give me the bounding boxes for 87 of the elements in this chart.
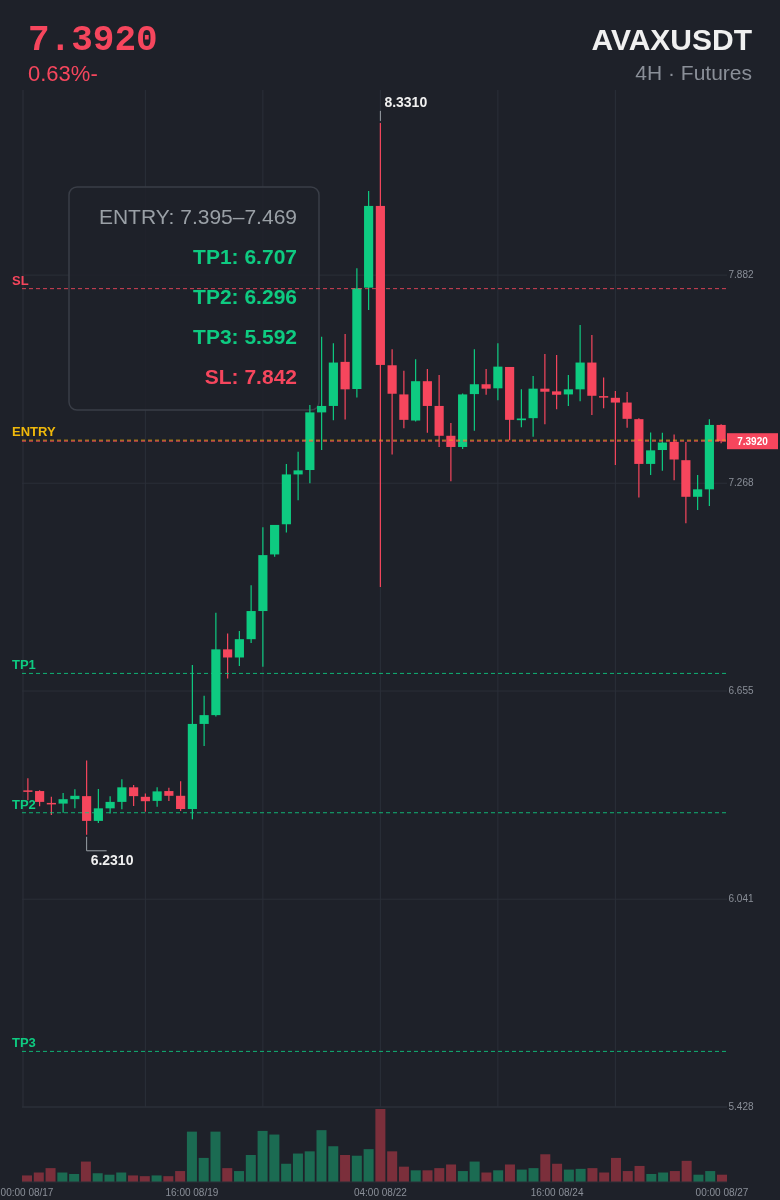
candlestick [657,432,667,472]
bar [281,1163,292,1182]
x-tick-label: 16:00 08/24 [530,1187,584,1198]
candlestick [23,777,33,801]
y-tick-label: 7.268 [728,477,754,489]
y-tick-label: 6.655 [728,685,754,697]
ref-line-label: TP2 [12,796,36,812]
annotation: 8.3310 [384,93,428,110]
bar [151,1175,162,1182]
candlestick [129,784,139,807]
bar [387,1151,398,1182]
bar [234,1171,245,1182]
annotation: TP2: 6.296 [193,285,297,308]
chart-title: AVAXUSDT [591,23,752,56]
bar [375,1109,386,1182]
bar [622,1171,633,1182]
candlestick [540,353,550,425]
candlestick [693,474,703,511]
candlestick [563,374,573,407]
bar [175,1171,186,1182]
bar [398,1166,409,1182]
bar [222,1168,233,1182]
bar [446,1164,457,1182]
x-tick-label: 16:00 08/19 [165,1187,219,1198]
bar [469,1161,480,1182]
candlestick [164,787,174,802]
candlestick [199,695,209,747]
candlestick [646,431,656,476]
candlestick [140,792,150,813]
candlestick [622,391,632,429]
candlestick [176,780,186,812]
x-tick-label: 00:00 08/27 [695,1187,749,1198]
bar [587,1168,598,1182]
bar [504,1164,515,1182]
bar [540,1154,551,1182]
bar [634,1165,645,1182]
bar [292,1153,303,1182]
bar [528,1168,539,1182]
candlestick [493,342,503,401]
bar [610,1157,621,1182]
bar [45,1168,56,1182]
bar [669,1171,680,1182]
bar [80,1161,91,1182]
bar [457,1171,468,1182]
text: 7.3920 [28,20,158,61]
bar [186,1131,197,1182]
candlestick [117,778,127,810]
bar [410,1170,421,1182]
text: 7.3920 [737,436,769,448]
bar [328,1146,339,1182]
candlestick [317,336,327,451]
annotation: TP3: 5.592 [193,325,297,348]
ref-line-label: ENTRY [12,424,56,440]
chart-subtitle: 4H · Futures [635,61,752,84]
bar [245,1154,256,1182]
bar [128,1175,139,1182]
candlestick [152,786,162,808]
annotation: ENTRY: 7.395–7.469 [98,205,297,228]
bar [363,1149,374,1182]
candlestick [552,354,562,410]
annotation: TP1: 6.707 [193,245,297,268]
ref-line-label: SL [12,272,29,288]
y-tick-label: 6.041 [728,893,754,905]
bar [575,1168,586,1182]
x-tick-label: 04:00 08/22 [353,1187,408,1198]
bar [681,1160,692,1182]
annotation: SL: 7.842 [204,365,297,388]
bar [340,1154,351,1182]
y-tick-label: 7.882 [728,269,754,281]
candlestick [234,630,244,667]
bar [493,1170,504,1182]
text: 0.63%- [28,61,98,86]
candlestick [481,368,491,396]
x-tick-label: 00:00 08/17 [0,1187,54,1198]
candlestick [223,632,233,680]
bar [705,1171,716,1182]
y-tick-label: 5.428 [728,1101,754,1112]
ref-line-label: TP3 [12,1035,36,1051]
bar [351,1155,362,1182]
candlestick [293,451,303,501]
bar [22,1175,33,1182]
candlestick [516,388,526,428]
annotation: 6.2310 [90,851,134,868]
candlestick [599,376,609,409]
ref-line-label: TP1 [12,657,36,673]
bar [552,1163,563,1182]
candlestick [469,348,479,432]
